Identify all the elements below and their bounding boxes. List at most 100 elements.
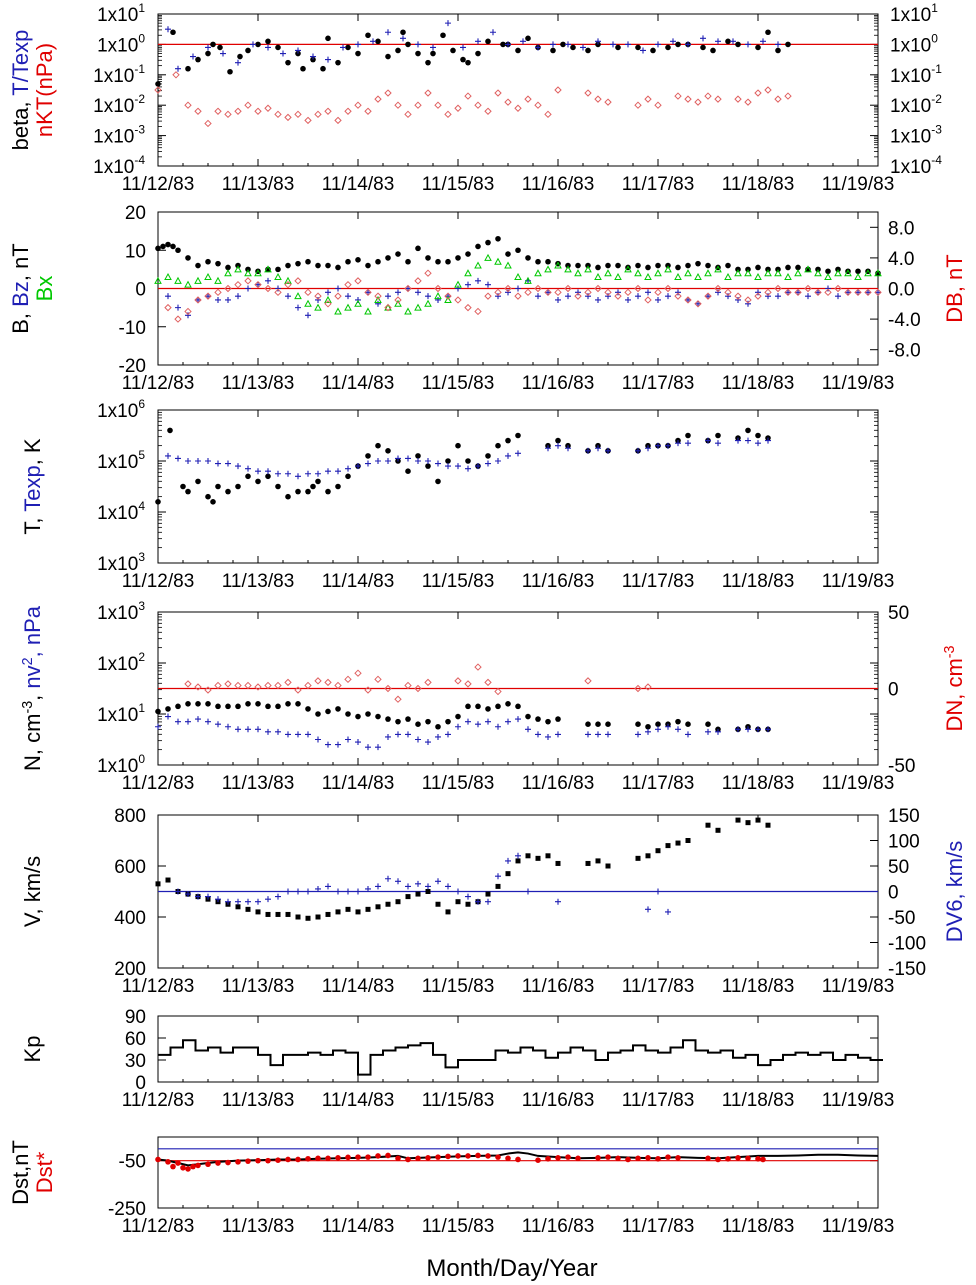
y-tick-label: 1x101 (97, 1, 145, 26)
data-point (635, 262, 641, 269)
data-point (405, 258, 411, 265)
data-point (744, 269, 752, 277)
data-point (255, 281, 261, 288)
data-point (285, 59, 291, 66)
data-point (435, 901, 441, 907)
data-point (205, 50, 211, 57)
data-point (765, 437, 771, 444)
data-point (225, 460, 231, 467)
data-point (665, 843, 671, 849)
series-db (164, 269, 882, 323)
data-point (634, 284, 642, 293)
x-tick-label: 11/15/83 (422, 976, 495, 997)
data-point (715, 827, 721, 833)
data-point (524, 276, 532, 284)
data-point (495, 235, 501, 242)
data-point (460, 56, 466, 63)
data-point (385, 458, 391, 464)
data-point (215, 460, 221, 467)
data-point (505, 251, 511, 257)
data-point (215, 1160, 221, 1166)
data-point (695, 260, 701, 267)
data-point (465, 251, 471, 257)
data-point (535, 293, 541, 300)
data-point (694, 300, 702, 308)
data-point (654, 288, 662, 297)
data-point (755, 289, 761, 296)
data-point (345, 258, 351, 265)
data-point (425, 1155, 431, 1161)
data-point (715, 289, 721, 296)
data-point (864, 269, 872, 277)
y-tick-label-right: 150 (888, 806, 920, 827)
y-tick-label: 1x100 (97, 31, 145, 56)
data-point (485, 38, 491, 45)
y-tick-label: 30 (125, 1051, 146, 1072)
data-point (755, 432, 761, 439)
data-point (375, 300, 381, 307)
data-point (264, 681, 272, 690)
y-tick-label: 90 (125, 1007, 146, 1028)
data-point (385, 875, 391, 882)
data-point (814, 288, 822, 297)
data-point (525, 888, 531, 895)
x-tick-labels: 11/12/83 11/13/83 11/14/83 11/15/83 11/16/83… (122, 773, 895, 794)
data-point (220, 50, 226, 57)
data-point (755, 817, 761, 823)
data-point (335, 741, 341, 748)
x-tick-label: 11/17/83 (622, 1216, 695, 1237)
data-point (385, 53, 391, 60)
data-point (374, 95, 382, 103)
data-point (435, 733, 441, 740)
data-point (544, 265, 552, 273)
data-point (344, 675, 352, 684)
data-point (325, 741, 331, 748)
data-point (765, 822, 771, 828)
data-point (300, 65, 306, 72)
panel-kp: 11/12/83 11/13/83 11/14/83 11/15/83 11/16/83… (20, 1007, 894, 1111)
data-point (645, 264, 651, 271)
data-point (435, 296, 441, 303)
data-point (764, 86, 772, 94)
data-point (445, 458, 451, 464)
data-point (500, 41, 506, 48)
data-point (705, 822, 711, 828)
panel-t: 11/12/83 11/13/83 11/14/83 11/15/83 11/16/83… (20, 397, 894, 592)
data-point (375, 458, 381, 464)
x-tick-label: 11/13/83 (222, 976, 295, 997)
data-point (165, 713, 171, 720)
data-point (495, 293, 501, 300)
data-point (180, 1164, 186, 1171)
y-tick-label: 0 (135, 280, 146, 301)
data-point (615, 1155, 621, 1162)
data-point (340, 44, 346, 51)
data-point (415, 736, 421, 743)
data-point (310, 56, 316, 63)
x-tick-label: 11/18/83 (722, 373, 795, 394)
data-point (385, 716, 391, 722)
data-point (324, 295, 332, 303)
data-point (235, 293, 241, 300)
data-point (435, 258, 441, 265)
x-tick-label: 11/18/83 (722, 976, 795, 997)
data-point (685, 838, 691, 843)
data-point (465, 901, 471, 907)
data-point (184, 680, 192, 688)
data-point (194, 683, 202, 691)
y-tick-label: 0 (135, 1073, 146, 1094)
data-point (735, 726, 741, 733)
data-point (215, 703, 221, 710)
y-tick-label-right: -150 (888, 959, 926, 980)
data-point (544, 288, 552, 297)
data-point (375, 713, 381, 720)
data-point (574, 292, 582, 300)
data-point (225, 898, 231, 905)
data-point (345, 465, 351, 472)
data-point (404, 110, 412, 119)
x-tick-label: 11/17/83 (622, 373, 695, 394)
data-point (154, 86, 162, 94)
data-point (675, 840, 681, 846)
data-point (635, 44, 641, 51)
data-point (535, 716, 541, 722)
